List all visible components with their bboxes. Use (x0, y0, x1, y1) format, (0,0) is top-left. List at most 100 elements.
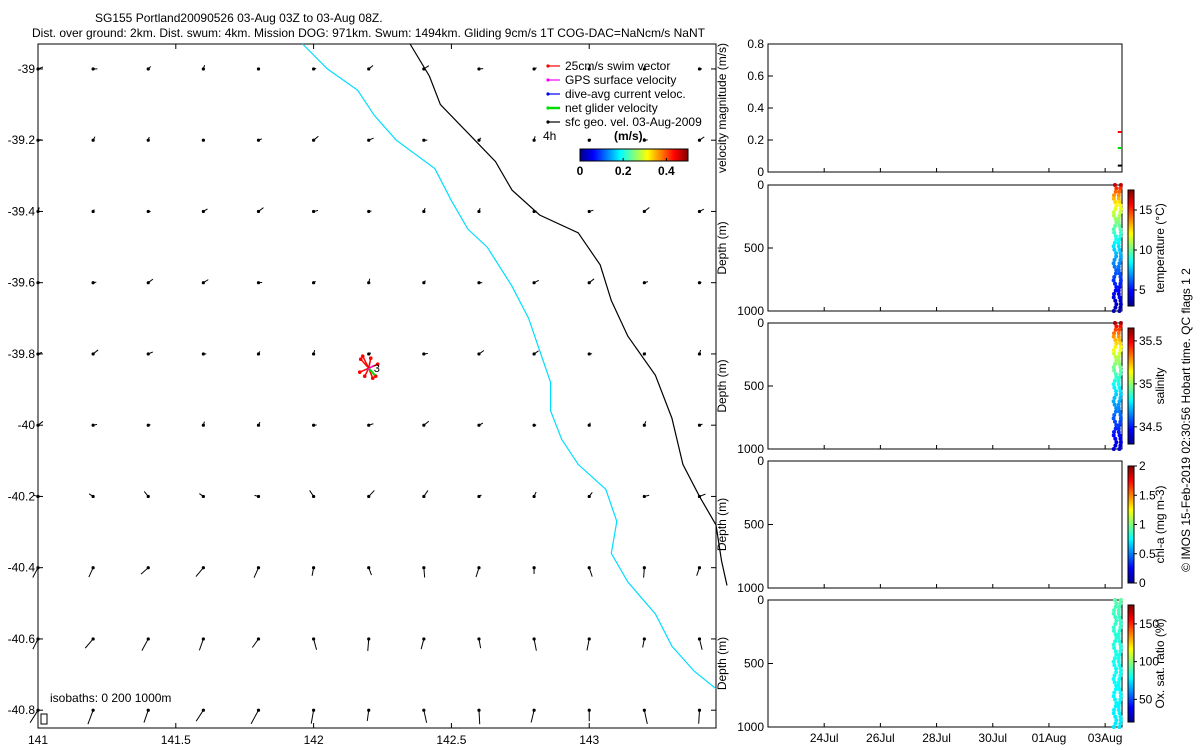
sfc-vector-dot (91, 637, 95, 641)
oxygen-profile-point (1118, 666, 1123, 671)
legend-arrowhead (546, 78, 550, 82)
sfc-vector (643, 710, 648, 724)
salinity-profile-point (1117, 361, 1122, 366)
sfc-vector-dot (36, 637, 40, 641)
sfc-vector-dot (146, 209, 150, 214)
salinity-profile-point (1118, 392, 1123, 397)
temperature-profile-point (1118, 281, 1123, 286)
sfc-vector (88, 567, 94, 578)
salinity-profile-point (1111, 351, 1116, 356)
sfc-vector-dot (642, 423, 646, 427)
oxygen-profile-point (1112, 697, 1117, 702)
map-y-tick-label: -40.4 (8, 561, 36, 575)
salinity-profile-point (1118, 436, 1123, 441)
temperature-profile-point (1111, 278, 1116, 283)
temperature-colorbar (1127, 189, 1135, 307)
temperature-profile-point (1112, 230, 1117, 235)
sfc-vector-dot (532, 67, 536, 71)
sfc-vector-dot (312, 708, 316, 712)
oxygen-profile-point (1111, 611, 1116, 616)
velocity-y-tick-label: 0.6 (747, 69, 764, 83)
sfc-vector-dot (587, 352, 591, 356)
sfc-vector (530, 710, 535, 723)
temperature-profile-point (1111, 244, 1116, 249)
oxygen-profile-point (1117, 639, 1122, 644)
oxygen-profile-point (1113, 714, 1118, 719)
salinity-ylabel: Depth (m) (715, 359, 729, 412)
swim-vector-head (362, 374, 367, 378)
sfc-vector-dot (642, 67, 646, 71)
temperature-colorbar-tick-label: 15 (1139, 203, 1153, 217)
salinity-profile-point (1113, 344, 1118, 349)
sfc-vector-dot (642, 209, 646, 214)
legend-arrowhead (546, 120, 550, 124)
oxygen-profile-point (1117, 652, 1122, 657)
oxygen-y-tick-label: 1000 (737, 720, 764, 734)
salinity-profile-point (1112, 412, 1117, 417)
sfc-vector-dot (256, 138, 261, 142)
sfc-vector-dot (91, 138, 95, 142)
temperature-profile-point (1112, 257, 1117, 262)
sfc-vector-dot (422, 423, 426, 427)
oxygen-profile-point (1118, 601, 1123, 606)
isobath-1000m (409, 43, 728, 586)
chla-y-tick-label: 500 (744, 518, 764, 532)
sfc-vector-dot (312, 352, 316, 356)
sfc-vector-dot (532, 637, 536, 641)
sfc-vector (141, 638, 149, 651)
sfc-vector-dot (477, 138, 481, 142)
chla-colorbar-tick-label: 1.5 (1139, 488, 1156, 502)
salinity-profile-point (1113, 361, 1118, 366)
sfc-vector-dot (477, 67, 481, 71)
salinity-profile-point (1118, 365, 1123, 370)
sfc-vector-dot (146, 281, 150, 285)
oxygen-profile-point (1116, 704, 1121, 709)
oxygen-profile-point (1112, 663, 1117, 668)
salinity-profile-point (1118, 443, 1123, 448)
sfc-vector-dot (587, 423, 591, 427)
oxygen-profile-point (1114, 666, 1119, 671)
salinity-profile-point (1112, 331, 1117, 336)
sfc-vector-dot (36, 423, 40, 427)
sfc-vector-dot (201, 138, 205, 142)
sfc-vector-dot (697, 138, 702, 142)
sfc-vector-dot (642, 281, 646, 285)
sfc-vector-dot (256, 566, 261, 570)
map-y-tick-label: -40.8 (8, 703, 36, 717)
isobath-200m (302, 43, 717, 690)
swim-vector-head (375, 362, 380, 366)
sfc-vector-dot (477, 423, 481, 427)
swim-vector-head (358, 357, 363, 361)
sfc-vector (198, 638, 204, 651)
chla-colorbar (1127, 465, 1135, 584)
sfc-vector-dot (91, 708, 95, 712)
sfc-vector-dot (587, 637, 591, 641)
chla-ylabel: Depth (m) (715, 498, 729, 551)
sfc-vector-dot (477, 281, 481, 285)
salinity-profile-point (1118, 344, 1123, 349)
sfc-vector-dot (256, 209, 261, 214)
chart-title-line-1: SG155 Portland20090526 03-Aug 03Z to 03-… (95, 11, 383, 25)
net-glider-vector (367, 367, 376, 376)
oxygen-profile-point (1113, 639, 1118, 644)
temperature-profile-point (1118, 298, 1123, 303)
temperature-profile-point (1113, 206, 1118, 211)
sfc-vector-dot (477, 637, 481, 641)
oxygen-profile-point (1112, 707, 1117, 712)
temperature-profile-point (1112, 247, 1117, 252)
oxygen-profile-point (1111, 625, 1116, 630)
temperature-profile-point (1118, 278, 1123, 283)
oxygen-profile-point (1114, 601, 1119, 606)
temperature-profile-point (1114, 302, 1119, 307)
temperature-profile-point (1117, 309, 1122, 313)
temperature-profile-point (1114, 285, 1119, 290)
oxygen-profile-point (1116, 635, 1121, 640)
velocity-y-tick-label: 0.8 (747, 37, 764, 51)
velocity-y-tick-label: 0 (757, 165, 764, 179)
sfc-vector-dot (532, 566, 536, 570)
sfc-vector-dot (91, 352, 95, 356)
sfc-vector-dot (422, 352, 426, 356)
sfc-vector-dot (201, 494, 205, 499)
oxygen-profile-point (1113, 632, 1118, 637)
sfc-vector (250, 709, 259, 725)
